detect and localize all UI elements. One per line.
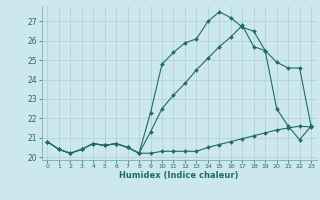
X-axis label: Humidex (Indice chaleur): Humidex (Indice chaleur) [119,171,239,180]
